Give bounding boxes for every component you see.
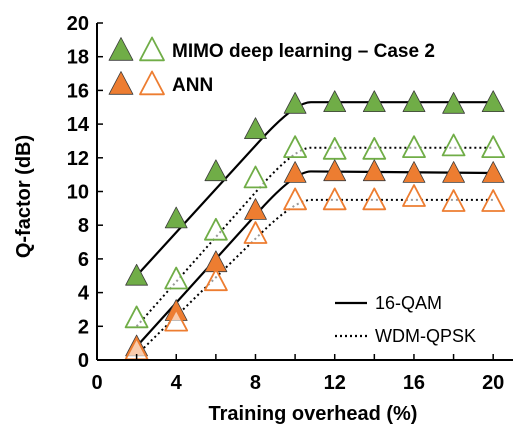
data-point — [362, 90, 386, 112]
series-2 — [124, 133, 506, 329]
data-point — [481, 90, 505, 112]
legend-line-label: WDM-QPSK — [375, 326, 476, 346]
legend-filled-marker — [108, 71, 134, 95]
data-point — [481, 161, 505, 183]
y-tick-label: 18 — [67, 47, 89, 69]
y-tick-label: 20 — [67, 13, 89, 35]
y-tick-label: 12 — [67, 148, 89, 170]
data-point — [362, 159, 386, 182]
x-tick-label: 12 — [324, 372, 346, 394]
data-point — [402, 135, 426, 159]
y-tick-label: 16 — [67, 80, 89, 102]
data-point — [402, 184, 426, 207]
data-point — [402, 90, 426, 112]
data-point — [164, 266, 189, 290]
data-point — [322, 187, 347, 211]
data-point — [283, 161, 307, 183]
data-point — [204, 159, 228, 182]
x-tick-label: 0 — [91, 372, 102, 394]
data-point — [323, 159, 347, 182]
data-point — [362, 187, 387, 211]
series-3 — [125, 159, 505, 357]
data-point — [362, 136, 387, 160]
y-axis-title: Q-factor (dB) — [13, 135, 35, 258]
series-1 — [125, 90, 505, 286]
legend-hollow-marker — [139, 70, 165, 96]
x-tick-label: 8 — [250, 372, 261, 394]
data-point — [164, 206, 188, 229]
x-tick-label: 16 — [403, 372, 425, 394]
legend-line-1: 16-QAM — [335, 293, 442, 313]
data-point — [481, 189, 506, 212]
x-axis-title: Training overhead (%) — [209, 403, 418, 425]
data-point — [164, 308, 189, 332]
data-point — [442, 92, 466, 114]
x-tick-label: 20 — [482, 372, 504, 394]
data-point — [322, 136, 347, 160]
data-point — [243, 221, 268, 244]
data-point — [402, 161, 426, 183]
fit-line-2 — [135, 146, 494, 327]
data-point — [244, 117, 267, 140]
data-point — [323, 90, 347, 112]
data-point — [283, 92, 307, 114]
fit-lines-layer — [135, 101, 494, 356]
x-tick-label: 4 — [171, 372, 183, 394]
legend-hollow-marker — [139, 36, 165, 62]
data-point — [203, 268, 228, 292]
legend-line-label: 16-QAM — [375, 293, 442, 313]
y-tick-label: 4 — [78, 283, 90, 305]
axes-layer: 0 2 4 6 8 10 12 14 16 18 20 0 4 8 12 16 20 Training overh… — [13, 13, 513, 425]
y-tick-label: 14 — [67, 114, 90, 136]
legend-group-label: MIMO deep learning – Case 2 — [172, 41, 435, 62]
legend-group-2: ANN — [108, 70, 213, 96]
y-tick-label: 0 — [78, 350, 89, 372]
data-point — [441, 189, 466, 212]
y-tick-label: 10 — [67, 182, 89, 204]
markers-layer — [124, 90, 506, 361]
legend-layer: MIMO deep learning – Case 2 ANN 16-QAM WDM-… — [108, 36, 476, 346]
data-point — [125, 263, 149, 286]
data-point — [441, 133, 466, 157]
y-tick-label: 2 — [78, 316, 89, 338]
fit-line-4 — [135, 198, 494, 356]
data-point — [481, 135, 506, 159]
legend-filled-marker — [108, 37, 134, 61]
series-4 — [124, 184, 506, 361]
fit-line-3 — [135, 170, 494, 348]
data-point — [442, 161, 466, 183]
data-point — [283, 135, 308, 159]
legend-group-label: ANN — [172, 75, 213, 96]
fit-line-1 — [135, 101, 494, 277]
y-tick-label: 8 — [78, 215, 89, 237]
legend-group-1: MIMO deep learning – Case 2 — [108, 36, 435, 62]
data-point — [244, 198, 267, 220]
data-point — [124, 305, 149, 329]
legend-line-2: WDM-QPSK — [335, 326, 476, 346]
y-tick-label: 6 — [78, 249, 89, 271]
data-point — [283, 187, 308, 211]
data-point — [243, 165, 268, 189]
data-point — [203, 217, 228, 241]
